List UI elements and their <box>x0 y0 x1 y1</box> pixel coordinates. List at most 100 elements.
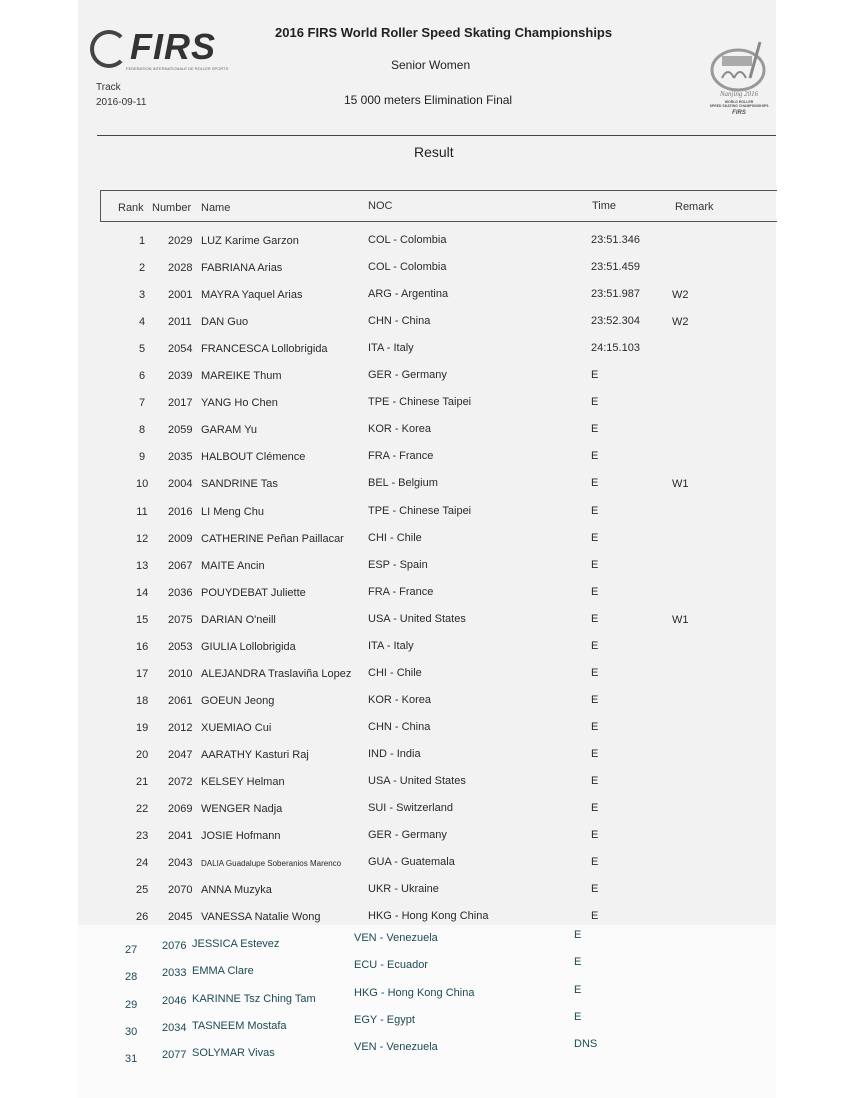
cell-name: CATHERINE Peñan Paillacar <box>201 532 344 545</box>
cell-rank: 28 <box>125 971 138 984</box>
cell-rank: 11 <box>136 505 148 518</box>
cell-rank: 29 <box>125 998 138 1011</box>
svg-text:Nanjing 2016: Nanjing 2016 <box>719 90 759 98</box>
cell-noc: ECU - Ecuador <box>354 959 428 972</box>
cell-name: LI Meng Chu <box>201 505 264 518</box>
cell-name: POUYDEBAT Juliette <box>201 586 306 599</box>
cell-number: 2033 <box>162 967 187 980</box>
cell-number: 2001 <box>168 289 193 302</box>
cell-number: 2047 <box>168 748 193 761</box>
column-header-remark: Remark <box>675 201 714 213</box>
cell-rank: 3 <box>138 289 146 302</box>
cell-name: WENGER Nadja <box>201 803 283 816</box>
cell-name: MAREIKE Thum <box>201 370 282 383</box>
cell-name: EMMA Clare <box>192 965 254 978</box>
cell-rank: 16 <box>136 640 149 653</box>
cell-time: E <box>591 477 599 490</box>
cell-time: E <box>591 747 599 760</box>
cell-rank: 30 <box>125 1025 138 1038</box>
cell-number: 2053 <box>168 640 193 653</box>
cell-time: E <box>591 612 599 625</box>
firs-logo: FIRS FEDERATION INTERNATIONALE DE ROLLER… <box>90 26 245 74</box>
cell-noc: ITA - Italy <box>368 639 414 652</box>
cell-time: E <box>591 450 599 463</box>
cell-time: 23:51.346 <box>591 234 640 246</box>
cell-name: GOEUN Jeong <box>201 694 275 707</box>
cell-time: E <box>591 720 599 733</box>
cell-name: AARATHY Kasturi Raj <box>201 748 309 761</box>
cell-time: E <box>591 639 599 652</box>
cell-noc: ESP - Spain <box>368 558 428 571</box>
svg-text:SPEED SKATING CHAMPIONSHIPS: SPEED SKATING CHAMPIONSHIPS <box>710 104 770 108</box>
cell-noc: COL - Colombia <box>368 261 447 274</box>
cell-noc: VEN - Venezuela <box>354 1041 438 1054</box>
cell-time: E <box>591 369 599 382</box>
cell-time: E <box>591 666 599 679</box>
cell-time: E <box>591 802 599 815</box>
cell-noc: IND - India <box>368 747 421 760</box>
cell-number: 2039 <box>168 370 193 383</box>
cell-rank: 20 <box>136 748 149 761</box>
column-header-number: Number <box>152 202 192 214</box>
cell-rank: 27 <box>125 944 138 956</box>
cell-rank: 25 <box>136 884 149 897</box>
cell-time: E <box>591 910 599 923</box>
cell-noc: ITA - Italy <box>368 342 414 355</box>
cell-rank: 10 <box>136 478 149 491</box>
cell-noc: SUI - Switzerland <box>368 802 453 815</box>
column-header-time: Time <box>592 200 617 212</box>
cell-rank: 14 <box>136 586 149 599</box>
cell-number: 2075 <box>168 613 193 626</box>
category-label: Senior Women <box>391 58 471 72</box>
cell-name: DAN Guo <box>201 316 249 329</box>
cell-time: E <box>591 856 599 869</box>
cell-time: E <box>574 929 582 941</box>
cell-rank: 2 <box>138 262 146 275</box>
cell-noc: FRA - France <box>368 450 434 463</box>
cell-name: MAITE Ancin <box>201 559 265 572</box>
cell-noc: GUA - Guatemala <box>368 856 455 869</box>
cell-rank: 5 <box>138 343 146 356</box>
cell-name: LUZ Karime Garzon <box>201 235 299 247</box>
cell-time: E <box>574 1010 582 1023</box>
cell-time: E <box>591 423 599 436</box>
cell-number: 2059 <box>168 424 193 437</box>
cell-time: E <box>591 504 599 517</box>
logo-subtitle: FEDERATION INTERNATIONALE DE ROLLER SPOR… <box>126 66 229 71</box>
cell-number: 2034 <box>162 1021 187 1034</box>
cell-number: 2070 <box>168 884 193 897</box>
cell-rank: 18 <box>136 694 149 707</box>
cell-time: E <box>591 829 599 842</box>
column-header-rank: Rank <box>118 202 144 214</box>
cell-name: GARAM Yu <box>201 424 258 437</box>
cell-rank: 12 <box>136 532 149 545</box>
cell-remark: W1 <box>672 478 689 491</box>
cell-noc: GER - Germany <box>368 369 447 382</box>
cell-name: KELSEY Helman <box>201 776 285 788</box>
cell-rank: 23 <box>136 830 149 843</box>
cell-number: 2041 <box>168 830 193 843</box>
event-date: 2016-09-11 <box>96 97 147 108</box>
cell-name: FRANCESCA Lollobrigida <box>201 343 328 356</box>
cell-number: 2016 <box>168 505 193 518</box>
cell-noc: FRA - France <box>368 585 434 598</box>
cell-number: 2036 <box>168 586 193 599</box>
cell-name: HALBOUT Clémence <box>201 451 306 464</box>
cell-time: E <box>591 693 599 706</box>
cell-time: E <box>591 775 599 787</box>
cell-rank: 8 <box>138 424 146 437</box>
championship-title: 2016 FIRS World Roller Speed Skating Cha… <box>275 25 613 40</box>
cell-noc: UKR - Ukraine <box>368 883 439 896</box>
cell-number: 2061 <box>168 694 193 707</box>
cell-rank: 17 <box>136 667 149 680</box>
cell-rank: 22 <box>136 803 149 816</box>
cell-name: YANG Ho Chen <box>201 397 278 410</box>
cell-name: ALEJANDRA Traslaviña Lopez <box>201 667 352 680</box>
cell-number: 2077 <box>162 1049 187 1062</box>
cell-number: 2043 <box>168 857 193 870</box>
cell-time: E <box>574 956 582 969</box>
cell-number: 2054 <box>168 343 193 356</box>
cell-number: 2017 <box>168 397 193 410</box>
cell-rank: 9 <box>138 451 146 464</box>
cell-number: 2011 <box>168 316 192 329</box>
